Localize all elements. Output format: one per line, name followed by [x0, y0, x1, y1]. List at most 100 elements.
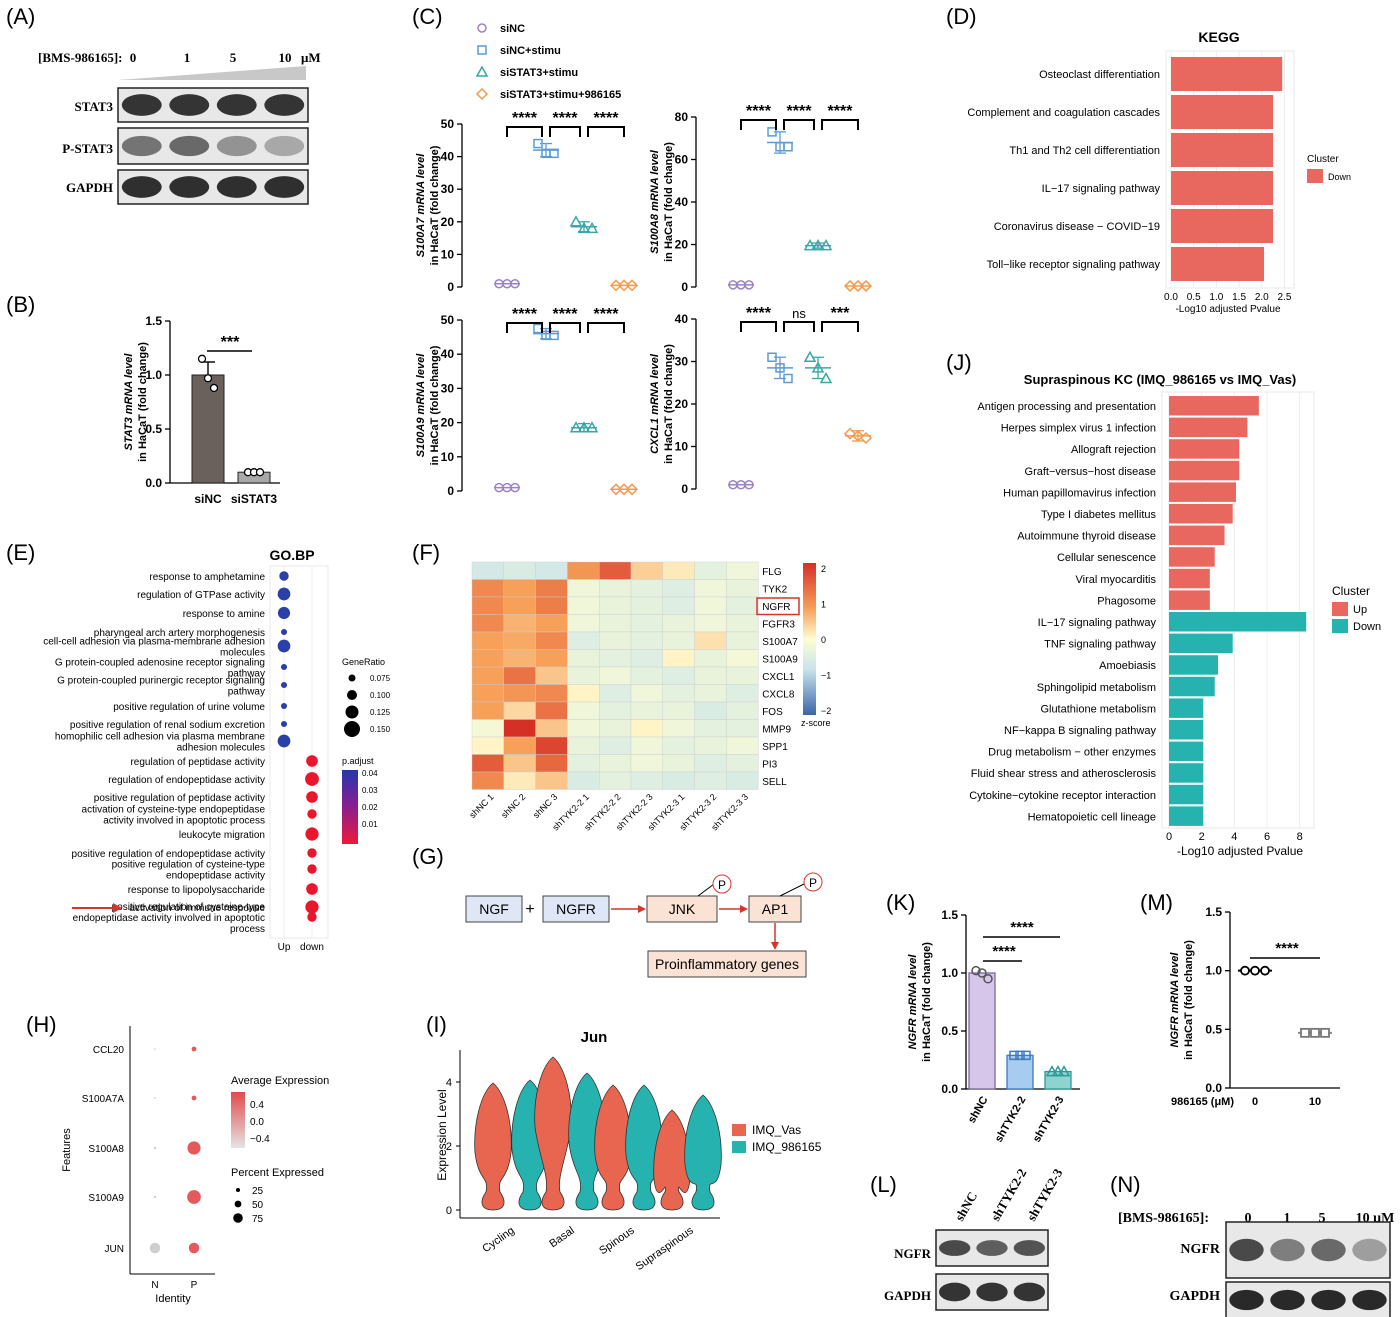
c3-sig-bracket	[587, 322, 625, 333]
c4-point	[851, 429, 865, 442]
m-point	[1300, 1027, 1310, 1038]
h-avg-label: 0.0	[250, 1117, 264, 1128]
e-term-label: cell-cell adhesion via plasma-membrane a…	[43, 637, 265, 648]
b-y-tick-label: 1.0	[145, 368, 162, 382]
e-term-label: endopeptidase activity involved in apopt…	[73, 913, 265, 924]
d-legend-swatch	[1307, 169, 1323, 183]
n-ngfr-band	[1352, 1238, 1387, 1262]
c4-point	[783, 373, 793, 384]
m-y-label: NGFR mRNA level	[1169, 952, 1181, 1048]
f-heatmap-cell	[567, 701, 600, 720]
c1-point	[585, 221, 599, 234]
f-heatmap-cell	[726, 736, 759, 755]
d-x-tick-label: 0.5	[1187, 292, 1201, 303]
j-y-tick-label: Graft−versus−host disease	[1025, 466, 1156, 478]
d-legend-title: Cluster	[1307, 154, 1339, 165]
e-color-legend-label: 0.03	[362, 786, 378, 795]
c3-y-label-2: in HaCaT (fold change)	[429, 345, 441, 465]
c3-y-tick-label: 40	[441, 347, 455, 361]
g-arrow-2-head	[740, 905, 748, 913]
j-bar	[1169, 590, 1210, 610]
panel-n-western-blot: [BMS-986165]: 0 1 5 10 μM NGFR GAPDH	[1118, 1211, 1394, 1317]
c2-sig-bracket	[821, 119, 859, 130]
e-term-label: positive regulation of cysteine-type	[112, 860, 266, 871]
f-heatmap-cell	[599, 736, 632, 755]
e-dot	[277, 734, 291, 748]
f-heatmap-cell	[599, 631, 632, 650]
c4-sig-bracket	[740, 321, 777, 332]
h-feature-label: S100A9	[88, 1193, 124, 1204]
k-y-tick-label: 1.5	[941, 908, 958, 922]
n-ngfr-band	[1311, 1238, 1346, 1262]
i-y-tick-label: 4	[446, 1077, 452, 1089]
panel-label-e: (E)	[6, 540, 35, 565]
l-lane-shtyk2-3: shTYK2-3	[1024, 1166, 1066, 1224]
n-ngfr-band	[1229, 1238, 1264, 1262]
f-scale-label: −2	[821, 706, 831, 716]
a-stat3-band	[216, 94, 257, 116]
j-y-tick-label: Glutathione metabolism	[1040, 703, 1156, 715]
a-gapdh-band	[216, 176, 257, 198]
h-x-label: Identity	[155, 1293, 191, 1305]
f-heatmap-cell	[726, 649, 759, 668]
c2-point	[843, 279, 857, 292]
h-dot	[187, 1190, 201, 1204]
f-heatmap-cell	[694, 631, 727, 650]
n-gapdh-band	[1311, 1289, 1346, 1311]
e-dot	[306, 883, 318, 895]
f-heatmap-cell	[662, 631, 695, 650]
e-title: GO.BP	[269, 547, 314, 563]
c1-y-tick-label: 0	[447, 280, 454, 294]
f-heatmap-cell	[726, 771, 759, 790]
f-heatmap-cell	[599, 596, 632, 615]
f-heatmap-cell	[662, 666, 695, 685]
i-x-label: Supraspinous	[634, 1224, 696, 1273]
h-dot	[154, 1097, 156, 1099]
e-color-legend-label: 0.04	[362, 769, 378, 778]
f-heatmap-cell	[567, 631, 600, 650]
d-bar	[1171, 247, 1265, 281]
f-heatmap-cell	[503, 684, 536, 703]
f-gene-label: FLG	[762, 567, 782, 578]
f-heatmap-cell	[535, 561, 568, 580]
f-heatmap-cell	[535, 771, 568, 790]
a-dose-10: 10	[279, 50, 292, 65]
e-term-label: activity involved in apoptotic process	[103, 816, 265, 827]
i-legend-swatch-vas	[732, 1124, 746, 1136]
f-color-bar	[803, 563, 816, 715]
f-heatmap-cell	[471, 579, 504, 598]
f-scale-label: 2	[821, 564, 826, 574]
n-row-ngfr: NGFR	[1180, 1242, 1221, 1257]
e-dot	[307, 864, 317, 874]
c1-y-label: S100A7 mRNA level	[415, 153, 427, 257]
f-scale-label: 1	[821, 600, 826, 610]
c2-point	[803, 239, 817, 251]
c1-point	[609, 279, 623, 292]
a-blot-strips	[117, 87, 309, 205]
c4-y-tick-label: 20	[675, 397, 689, 411]
panel-label-c: (C)	[412, 4, 443, 29]
panel-b-stat3-bar-chart: 0.0 0.5 1.0 1.5 siNC siSTAT3 *** STAT3 mRNA lev…	[123, 314, 280, 506]
k-x-label: shNC	[966, 1094, 991, 1125]
c3-y-tick-label: 50	[441, 313, 455, 327]
e-dot	[277, 587, 291, 601]
l-row-ngfr: NGFR	[894, 1246, 931, 1261]
panel-label-a: (A)	[6, 4, 35, 29]
c4-point	[775, 363, 785, 373]
h-dot	[153, 1195, 157, 1199]
e-term-label: regulation of GTPase activity	[137, 590, 265, 601]
panel-label-d: (D)	[946, 4, 977, 29]
c2-y-tick-label: 60	[675, 153, 689, 167]
e-term-label: homophilic cell adhesion via plasma memb…	[55, 732, 266, 743]
c3-sig-label: ****	[512, 306, 538, 323]
c1-y-tick-label: 50	[441, 117, 455, 131]
a-gapdh-band	[169, 176, 210, 198]
b-x-label: siNC	[194, 492, 222, 506]
k-y-tick-label: 1.0	[941, 966, 958, 980]
f-heatmap-cell	[567, 771, 600, 790]
c4-y-label: CXCL1 mRNA level	[649, 353, 661, 454]
f-heatmap-cell	[567, 561, 600, 580]
h-pct-legend-label: 75	[252, 1214, 264, 1225]
e-dot	[280, 720, 288, 728]
k-point	[977, 968, 987, 978]
